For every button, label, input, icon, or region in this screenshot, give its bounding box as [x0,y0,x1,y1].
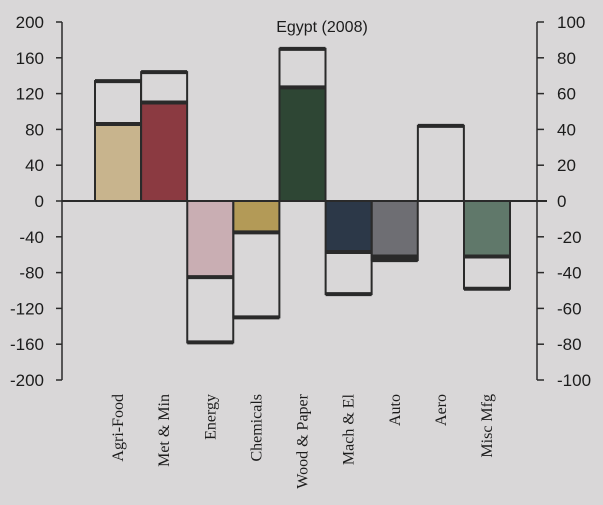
category-label-auto: Auto [387,394,404,426]
bar-met-min [141,102,188,201]
outline-bar-aero [416,124,465,202]
category-label-agri-food: Agri-Food [110,394,127,462]
left-axis-tick-label: 80 [25,120,44,139]
category-label-met-min: Met & Min [156,394,173,467]
left-axis: 200 160 120 80 40 0 -40 -80 -120 -160 -200 [10,13,63,390]
left-axis-tick-label: -80 [19,264,44,283]
bar-chemicals [233,201,280,233]
left-axis-tick-label: -40 [19,228,44,247]
right-axis-tick-label: 80 [557,49,576,68]
category-label-chemicals: Chemicals [248,394,265,462]
right-axis-tick-label: 0 [557,192,566,211]
bar-auto [371,201,418,257]
left-axis-tick-label: 0 [35,192,44,211]
category-label-energy: Energy [202,394,219,440]
chart-title: Egypt (2008) [276,19,368,36]
bar-mach-el [325,201,372,253]
category-labels: Agri-Food Met & Min Energy Chemicals Wood & … [110,393,496,488]
category-label-mach-el: Mach & El [341,393,358,465]
right-axis-tick-label: -20 [557,228,582,247]
right-axis-tick-label: -40 [557,264,582,283]
bar-wood-paper [279,87,326,201]
right-axis-tick-label: -80 [557,335,582,354]
left-axis-tick-label: -120 [10,299,44,318]
right-axis-tick-label: 100 [557,13,585,32]
left-axis-tick-label: 160 [16,49,44,68]
right-axis-tick-label: 60 [557,85,576,104]
left-axis-tick-label: 40 [25,156,44,175]
left-axis-tick-label: -160 [10,335,44,354]
bar-energy [187,201,234,278]
bar-misc-mfg [464,201,510,257]
right-axis-tick-label: -100 [557,371,591,390]
right-axis-tick-label: 20 [557,156,576,175]
bars-layer [62,46,547,345]
left-axis-tick-label: 200 [16,13,44,32]
right-axis-tick-label: -60 [557,299,582,318]
left-axis-tick-label: -200 [10,371,44,390]
right-axis: 100 80 60 40 20 0 -20 -40 -60 -80 -100 [536,13,591,390]
left-axis-tick-label: 120 [16,85,44,104]
bar-agri-food [95,124,141,201]
category-label-aero: Aero [433,394,450,426]
right-axis-tick-label: 40 [557,120,576,139]
category-label-misc-mfg: Misc Mfg [479,394,496,458]
category-label-wood-paper: Wood & Paper [295,393,312,488]
